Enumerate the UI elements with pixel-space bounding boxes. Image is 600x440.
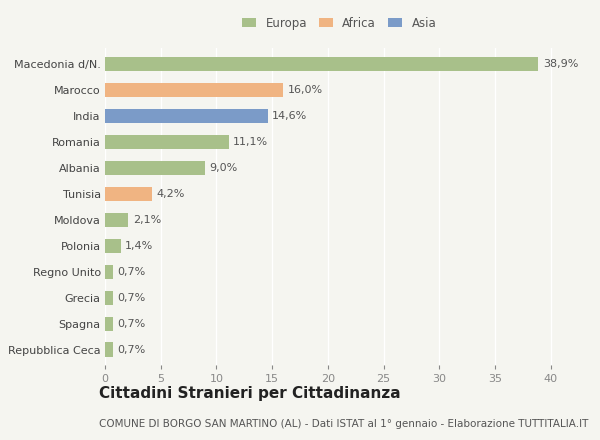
Bar — [105, 238, 121, 253]
Text: 0,7%: 0,7% — [117, 319, 146, 329]
Bar — [105, 109, 268, 123]
Bar — [105, 161, 205, 175]
Text: 38,9%: 38,9% — [543, 59, 578, 69]
Bar — [105, 57, 538, 71]
Bar — [105, 187, 152, 201]
Text: 9,0%: 9,0% — [210, 163, 238, 173]
Text: 4,2%: 4,2% — [156, 189, 185, 199]
Bar — [105, 135, 229, 149]
Text: Cittadini Stranieri per Cittadinanza: Cittadini Stranieri per Cittadinanza — [99, 386, 401, 401]
Text: 2,1%: 2,1% — [133, 215, 161, 225]
Bar — [105, 264, 113, 279]
Bar — [105, 213, 128, 227]
Legend: Europa, Africa, Asia: Europa, Africa, Asia — [238, 13, 440, 33]
Text: COMUNE DI BORGO SAN MARTINO (AL) - Dati ISTAT al 1° gennaio - Elaborazione TUTTI: COMUNE DI BORGO SAN MARTINO (AL) - Dati … — [99, 419, 589, 429]
Text: 0,7%: 0,7% — [117, 345, 146, 355]
Text: 16,0%: 16,0% — [288, 85, 323, 95]
Text: 0,7%: 0,7% — [117, 267, 146, 277]
Bar — [105, 83, 283, 97]
Text: 14,6%: 14,6% — [272, 111, 307, 121]
Text: 11,1%: 11,1% — [233, 137, 268, 147]
Bar — [105, 342, 113, 357]
Text: 0,7%: 0,7% — [117, 293, 146, 303]
Bar — [105, 316, 113, 331]
Text: 1,4%: 1,4% — [125, 241, 154, 251]
Bar — [105, 290, 113, 305]
